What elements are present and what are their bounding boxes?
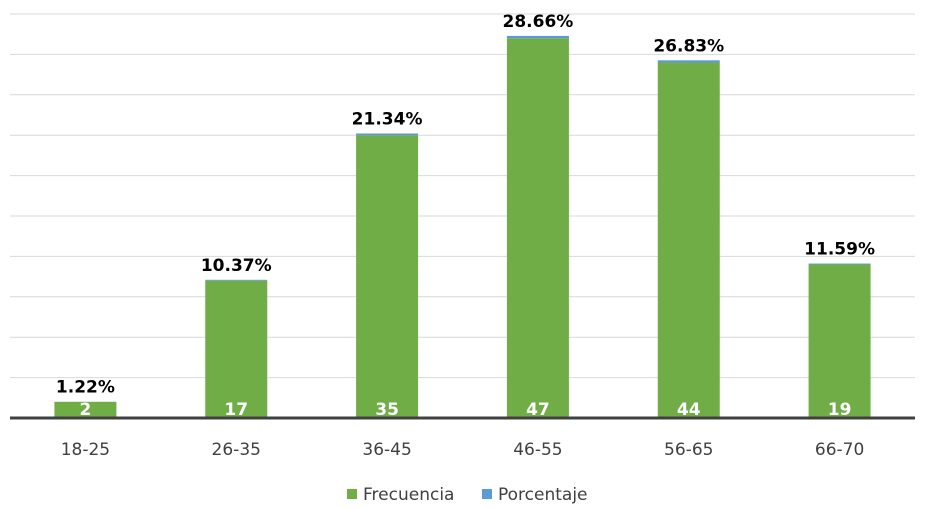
bar [506, 38, 569, 419]
legend-swatch [482, 489, 492, 499]
legend-label: Porcentaje [498, 485, 588, 505]
value-label: 2 [79, 400, 91, 420]
x-tick-label: 26-35 [212, 440, 261, 460]
x-tick-label: 66-70 [815, 440, 864, 460]
percent-label: 11.59% [804, 240, 875, 260]
percent-label: 1.22% [56, 378, 115, 398]
legend-label: Frecuencia [363, 485, 454, 505]
x-tick-label: 36-45 [362, 440, 411, 460]
bar [356, 135, 419, 418]
bar [54, 401, 117, 418]
percent-label: 26.83% [653, 36, 724, 56]
bar [808, 263, 871, 265]
value-label: 35 [375, 400, 399, 420]
x-tick-label: 56-65 [664, 440, 713, 460]
bar [205, 279, 268, 281]
value-label: 44 [677, 400, 701, 420]
bar [205, 280, 268, 418]
x-tick-label: 18-25 [61, 440, 110, 460]
percent-label: 21.34% [352, 109, 423, 129]
percent-label: 28.66% [503, 12, 574, 32]
bar [657, 60, 720, 63]
percent-label: 10.37% [201, 256, 272, 276]
value-label: 47 [526, 400, 550, 420]
bar [356, 133, 419, 136]
x-tick-label: 46-55 [513, 440, 562, 460]
bar [506, 35, 569, 39]
value-label: 17 [224, 400, 248, 420]
bar [808, 264, 871, 418]
value-label: 19 [828, 400, 852, 420]
bar [657, 62, 720, 418]
legend-swatch [347, 489, 357, 499]
